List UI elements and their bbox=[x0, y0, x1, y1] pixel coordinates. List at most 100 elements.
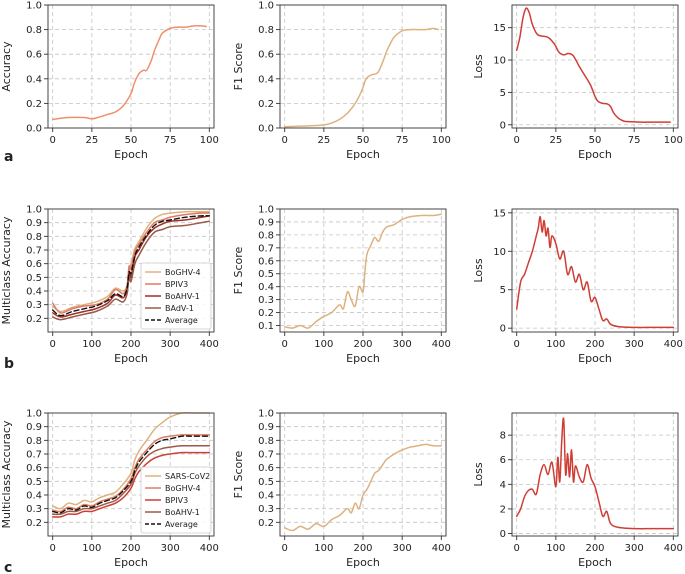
y-tick-label: 1.0 bbox=[26, 409, 42, 420]
y-tick-label: 5 bbox=[500, 285, 506, 296]
y-tick-label: 0.3 bbox=[258, 295, 274, 306]
y-tick-label: 0.4 bbox=[258, 282, 274, 293]
x-tick-label: 100 bbox=[314, 543, 333, 554]
chart-b3: 0 100 200 300 400 0 5 10 15 Epoch Loss bbox=[472, 208, 683, 365]
y-axis-label: F1 Score bbox=[232, 42, 245, 90]
y-tick-label: 15 bbox=[493, 208, 506, 219]
series-line-f1-score bbox=[283, 443, 443, 532]
series-line-loss bbox=[515, 7, 671, 123]
legend-label: BPIV3 bbox=[165, 496, 188, 505]
series-line-accuracy bbox=[51, 25, 207, 121]
x-tick-label: 0 bbox=[282, 543, 288, 554]
y-tick-label: 0.6 bbox=[258, 256, 274, 267]
y-tick-label: 0.7 bbox=[26, 450, 42, 461]
chart-c2: 0 100 200 300 400 0.2 0.3 0.4 0.5 0.6 0.7 0.8 0.9 1.0… bbox=[232, 409, 451, 570]
series-line-loss bbox=[515, 215, 675, 329]
series-line-bpiv3 bbox=[51, 451, 211, 518]
y-tick-label: 0.7 bbox=[26, 246, 42, 257]
y-tick-label: 1.0 bbox=[26, 1, 42, 12]
y-tick-label: 0.6 bbox=[258, 463, 274, 474]
legend-box bbox=[140, 466, 212, 534]
axes-frame bbox=[47, 4, 215, 129]
y-tick-label: 0.2 bbox=[258, 99, 274, 110]
x-tick-label: 0 bbox=[514, 543, 520, 554]
x-tick-label: 300 bbox=[625, 339, 644, 350]
y-tick-label: 0.7 bbox=[258, 243, 274, 254]
y-axis-label: Loss bbox=[472, 54, 485, 78]
y-tick-label: 0.3 bbox=[258, 504, 274, 515]
y-tick-label: 0.1 bbox=[258, 321, 274, 332]
x-tick-label: 100 bbox=[432, 135, 451, 146]
x-tick-label: 400 bbox=[200, 543, 219, 554]
y-tick-label: 0.0 bbox=[26, 124, 42, 135]
series-line-badv-1 bbox=[51, 220, 211, 321]
y-axis-label: Loss bbox=[472, 462, 485, 486]
legend: SARS-CoV2 BoGHV-4 BPIV3 BoAHV-1 Average bbox=[140, 466, 212, 534]
series-line-f1-score bbox=[283, 27, 439, 128]
axes-frame bbox=[511, 412, 679, 537]
y-tick-label: 0.8 bbox=[26, 25, 42, 36]
y-tick-label: 4 bbox=[500, 480, 506, 491]
x-tick-label: 75 bbox=[164, 135, 177, 146]
panel-label-a: a bbox=[4, 149, 13, 165]
y-tick-label: 0.8 bbox=[258, 25, 274, 36]
y-tick-label: 6 bbox=[500, 455, 506, 466]
x-tick-label: 300 bbox=[161, 543, 180, 554]
y-tick-label: 15 bbox=[493, 23, 506, 34]
x-axis-label: Epoch bbox=[114, 352, 148, 365]
x-tick-label: 0 bbox=[514, 339, 520, 350]
legend-label: BoAHV-1 bbox=[165, 292, 200, 301]
y-tick-label: 0.6 bbox=[26, 463, 42, 474]
axes-frame bbox=[511, 208, 679, 333]
y-tick-label: 8 bbox=[500, 431, 506, 442]
y-tick-label: 0.5 bbox=[26, 273, 42, 284]
y-tick-label: 0.2 bbox=[258, 518, 274, 529]
x-tick-label: 0 bbox=[50, 339, 56, 350]
legend-label: BoAHV-1 bbox=[165, 508, 200, 517]
x-axis-label: Epoch bbox=[578, 352, 612, 365]
chart-a2: 0 25 50 75 100 0.0 0.2 0.4 0.6 0.8 1.0 Epoch F1 Scor… bbox=[232, 1, 451, 162]
legend-label: BPIV3 bbox=[165, 280, 188, 289]
y-tick-label: 0 bbox=[500, 324, 506, 335]
y-tick-label: 0.9 bbox=[258, 422, 274, 433]
y-tick-label: 0.2 bbox=[26, 314, 42, 325]
series-line-sars-cov2 bbox=[51, 411, 211, 510]
series-line-boahv-1 bbox=[51, 215, 211, 318]
y-tick-label: 0.2 bbox=[26, 518, 42, 529]
y-tick-label: 10 bbox=[493, 56, 506, 67]
x-tick-label: 100 bbox=[200, 135, 219, 146]
y-tick-label: 1.0 bbox=[258, 205, 274, 216]
x-axis-label: Epoch bbox=[346, 556, 380, 569]
y-tick-label: 0.8 bbox=[26, 232, 42, 243]
x-tick-label: 200 bbox=[353, 543, 372, 554]
x-tick-label: 50 bbox=[357, 135, 370, 146]
y-axis-label: Accuracy bbox=[0, 41, 13, 92]
legend-box bbox=[140, 262, 212, 330]
y-tick-label: 0.4 bbox=[26, 287, 42, 298]
y-tick-label: 1.0 bbox=[258, 1, 274, 12]
y-tick-label: 0.3 bbox=[26, 504, 42, 515]
y-tick-label: 5 bbox=[500, 88, 506, 99]
x-tick-label: 0 bbox=[50, 543, 56, 554]
x-axis-label: Epoch bbox=[346, 352, 380, 365]
y-axis-label: Multiclass Accuracy bbox=[0, 420, 13, 528]
legend-label: SARS-CoV2 bbox=[165, 472, 210, 481]
chart-c3: 0 100 200 300 400 0 2 4 6 8 Epoch Loss bbox=[472, 412, 683, 569]
x-tick-label: 50 bbox=[589, 135, 602, 146]
x-tick-label: 200 bbox=[585, 543, 604, 554]
x-tick-label: 100 bbox=[664, 135, 683, 146]
y-tick-label: 0.2 bbox=[26, 99, 42, 110]
x-axis-label: Epoch bbox=[578, 148, 612, 161]
chart-a3: 0 25 50 75 100 0 5 10 15 Epoch Loss bbox=[472, 4, 683, 161]
x-tick-label: 400 bbox=[432, 543, 451, 554]
y-tick-label: 0.5 bbox=[258, 269, 274, 280]
legend-label: BAdV-1 bbox=[165, 304, 194, 313]
x-tick-label: 300 bbox=[393, 543, 412, 554]
x-tick-label: 25 bbox=[85, 135, 98, 146]
y-axis-label: F1 Score bbox=[232, 450, 245, 498]
x-tick-label: 100 bbox=[546, 543, 565, 554]
x-tick-label: 300 bbox=[393, 339, 412, 350]
x-tick-label: 400 bbox=[200, 339, 219, 350]
x-axis-label: Epoch bbox=[114, 148, 148, 161]
